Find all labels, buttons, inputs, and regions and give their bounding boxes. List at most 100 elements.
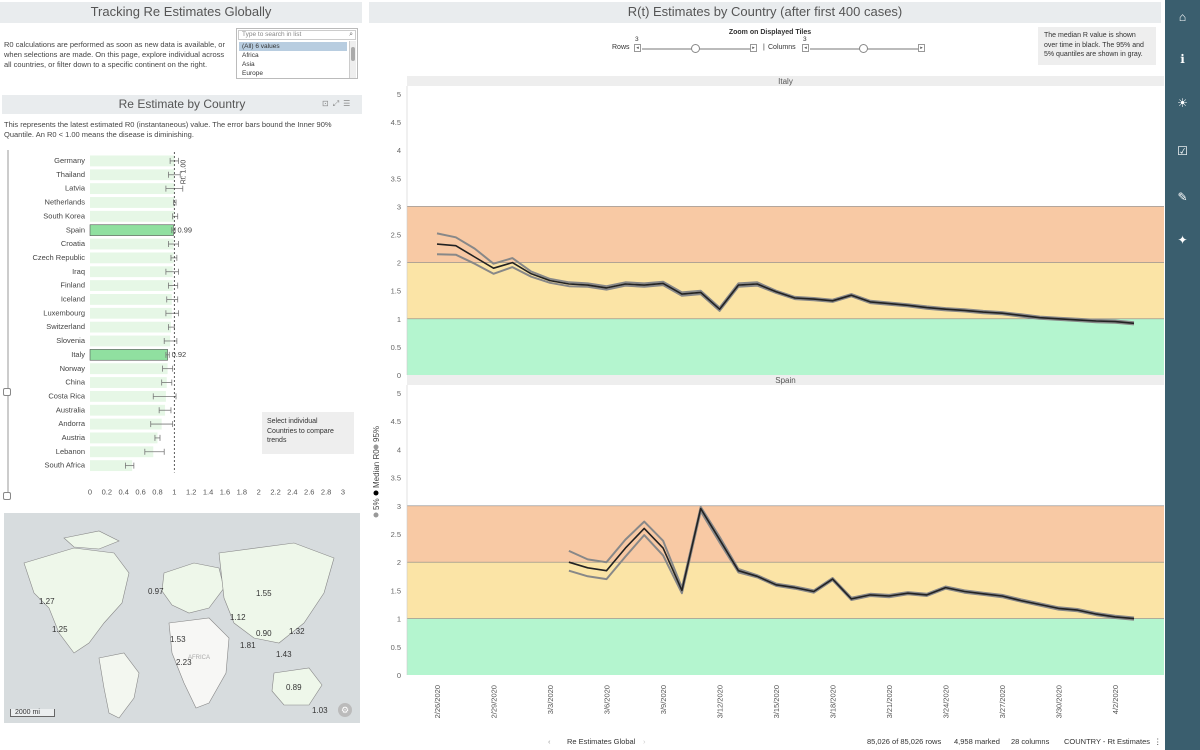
bar-category-label[interactable]: Iceland [61, 295, 85, 304]
bar-chart[interactable]: Germany Thailand Latvia Netherlands South Ko… [0, 142, 362, 504]
bar[interactable] [90, 183, 175, 195]
filter-option-asia[interactable]: Asia [242, 61, 255, 68]
map-value-label: 1.27 [39, 597, 55, 606]
asia-shape[interactable] [218, 542, 335, 644]
bar-category-label[interactable]: Italy [71, 350, 85, 359]
bar-category-label[interactable]: Czech Republic [32, 253, 85, 262]
bar[interactable] [90, 238, 174, 250]
bar[interactable] [90, 210, 175, 222]
bar-category-label[interactable]: Switzerland [46, 322, 85, 331]
bar-category-label[interactable]: Iraq [72, 267, 85, 276]
bar-category-label[interactable]: South Korea [43, 211, 86, 220]
europe-shape[interactable] [161, 562, 225, 614]
rows-decrement-button[interactable]: ◂ [634, 44, 641, 52]
bar[interactable] [90, 169, 175, 181]
continent-filter[interactable]: Type to search in list ⌕ (All) 6 values … [236, 28, 358, 79]
australia-shape[interactable] [271, 667, 323, 706]
bar[interactable] [90, 390, 166, 402]
zoom-tiles-label: Zoom on Displayed Tiles [728, 29, 812, 36]
home-icon[interactable]: ⌂ [1178, 10, 1187, 24]
info-icon[interactable]: ℹ [1180, 52, 1185, 66]
bar-category-label[interactable]: Germany [54, 156, 85, 165]
lightbulb-icon[interactable]: ☀ [1177, 96, 1188, 110]
filter-option-all[interactable]: (All) 6 values [239, 42, 347, 51]
x-tick-label: 1.4 [203, 488, 213, 497]
line-95pct[interactable] [568, 505, 1135, 619]
bar-category-label[interactable]: Finland [60, 281, 85, 290]
line-95pct[interactable] [436, 232, 1135, 324]
bar[interactable] [90, 363, 168, 375]
bar[interactable] [90, 321, 171, 333]
bar-category-label[interactable]: China [65, 378, 85, 387]
bar-chart-scroll-track[interactable] [7, 150, 9, 500]
world-map[interactable]: 1.27 1.25 0.97 1.55 1.12 0.90 1.32 1.53 … [4, 513, 360, 723]
bar[interactable] [90, 404, 166, 416]
bar-chart-scroll-handle-top[interactable] [3, 388, 11, 396]
export-icon[interactable]: ⊡ [322, 99, 333, 108]
bar[interactable] [90, 446, 154, 458]
columns-increment-button[interactable]: ▸ [918, 44, 925, 52]
bar[interactable] [89, 224, 174, 236]
filter-search-input[interactable]: Type to search in list ⌕ [238, 30, 356, 40]
bar-chart-scroll-handle-bottom[interactable] [3, 492, 11, 500]
data-table-name[interactable]: COUNTRY - Rt Estimates [1064, 737, 1150, 746]
bar[interactable] [90, 155, 175, 167]
greenland-arctic-shape[interactable] [63, 530, 120, 550]
rows-increment-button[interactable]: ▸ [750, 44, 757, 52]
twitter-icon[interactable]: ✦ [1177, 233, 1188, 247]
africa-shape[interactable] [168, 617, 230, 709]
line-5pct[interactable] [568, 510, 1135, 621]
prev-page-icon[interactable]: ‹ [548, 737, 551, 746]
filter-scrollbar[interactable] [349, 41, 356, 78]
rows-slider-knob[interactable] [691, 44, 700, 53]
bar[interactable] [90, 252, 174, 264]
bar[interactable] [90, 266, 173, 278]
sheet-name[interactable]: Re Estimates Global [567, 737, 636, 746]
line-median[interactable] [568, 507, 1135, 620]
gear-icon[interactable]: ⚙ [338, 703, 352, 717]
bar-category-label[interactable]: Spain [66, 225, 85, 234]
bar[interactable] [90, 307, 172, 319]
bar[interactable] [90, 280, 173, 291]
bar-category-label[interactable]: Andorra [58, 419, 86, 428]
bar-category-label[interactable]: South Africa [45, 461, 86, 470]
bar-category-label[interactable]: Thailand [56, 170, 85, 179]
bar-category-label[interactable]: Luxembourg [43, 308, 85, 317]
bar-category-label[interactable]: Croatia [61, 239, 86, 248]
columns-slider-knob[interactable] [859, 44, 868, 53]
next-page-icon[interactable]: › [643, 737, 646, 746]
south-america-shape[interactable] [98, 652, 140, 719]
bar[interactable] [90, 294, 172, 305]
filter-option-africa[interactable]: Africa [242, 52, 259, 59]
filter-option-europe[interactable]: Europe [242, 70, 263, 77]
bar-category-label[interactable]: Latvia [65, 184, 86, 193]
menu-icon[interactable]: ☰ [343, 99, 355, 108]
bar[interactable] [90, 335, 171, 347]
bar-category-label[interactable]: Netherlands [45, 198, 86, 207]
bar[interactable] [90, 432, 158, 444]
bar-category-label[interactable]: Norway [60, 364, 86, 373]
right-panel-title: R(t) Estimates by Country (after first 4… [369, 2, 1161, 23]
tools-icon[interactable]: ✎ [1177, 190, 1188, 204]
bar[interactable] [89, 349, 168, 361]
bar[interactable] [90, 377, 167, 388]
bar-category-label[interactable]: Slovenia [56, 336, 86, 345]
x-tick-label: 2/29/2020 [490, 685, 499, 718]
checklist-icon[interactable]: ☑ [1177, 144, 1188, 158]
north-america-shape[interactable] [23, 547, 130, 654]
bar[interactable] [90, 460, 133, 472]
bar[interactable] [90, 418, 162, 430]
columns-decrement-button[interactable]: ◂ [802, 44, 809, 52]
bar[interactable] [90, 197, 175, 208]
expand-icon[interactable]: ⤢ [332, 99, 344, 108]
line-5pct[interactable] [436, 253, 1135, 326]
more-options-icon[interactable]: ⋮ [1154, 737, 1162, 746]
bar-category-label[interactable]: Austria [62, 433, 86, 442]
rt-line-chart[interactable]: 5% Median R0 95% Italy 0 0.5 1 1.5 2 2.5 3 3.5 4 4.5 5… [369, 70, 1164, 735]
line-median[interactable] [436, 243, 1135, 325]
bar-category-label[interactable]: Costa Rica [48, 391, 86, 400]
panel-strip [407, 375, 1164, 385]
bar-category-label[interactable]: Australia [56, 405, 86, 414]
bar-category-label[interactable]: Lebanon [56, 447, 85, 456]
filter-scrollbar-thumb[interactable] [351, 47, 355, 61]
